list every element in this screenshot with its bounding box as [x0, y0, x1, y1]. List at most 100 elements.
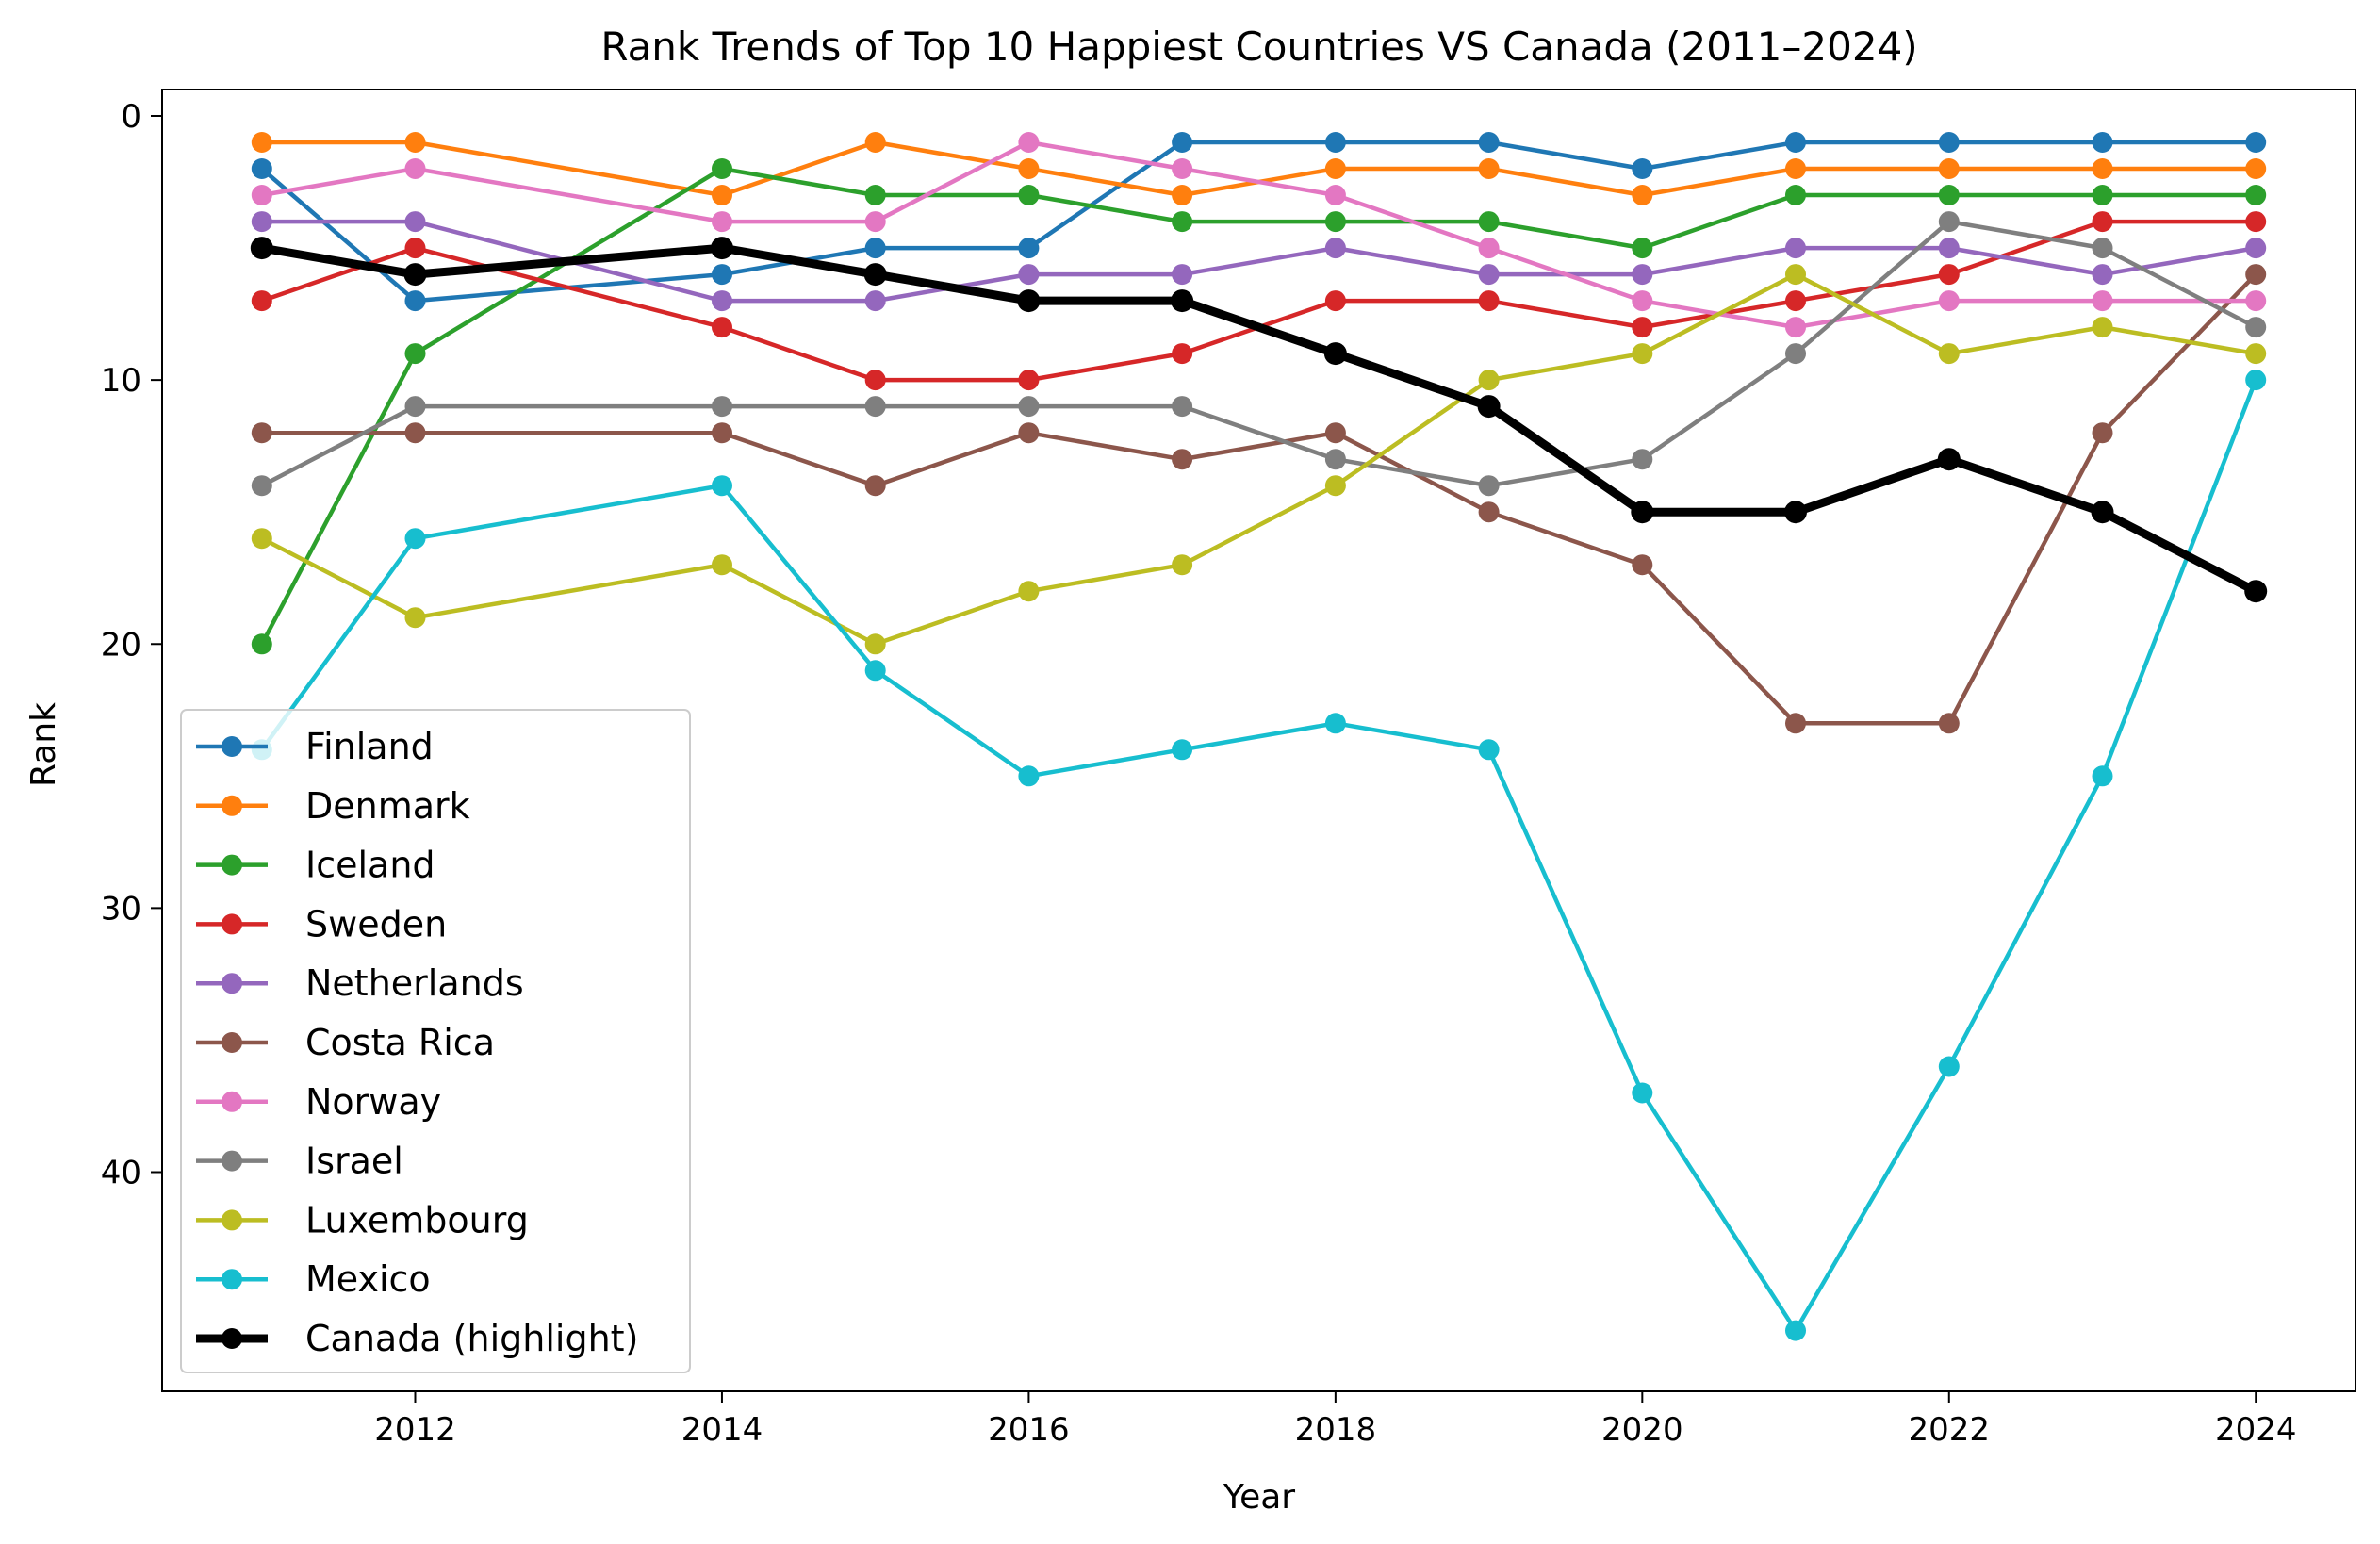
legend-item-iceland: Iceland	[196, 845, 435, 886]
legend-item-canada-highlight: Canada (highlight)	[196, 1318, 638, 1359]
data-point-canada-highlight	[1171, 289, 1194, 313]
data-point-norway	[1018, 132, 1040, 153]
data-point-sweden	[1324, 290, 1346, 312]
data-point-costa-rica	[251, 422, 272, 444]
legend-swatch-marker	[222, 1091, 242, 1112]
data-point-sweden	[1938, 264, 1960, 286]
legend-swatch-marker	[222, 1209, 242, 1231]
series-mexico	[251, 370, 2267, 1341]
data-point-israel	[2245, 317, 2267, 338]
data-point-finland	[2092, 132, 2113, 153]
data-point-costa-rica	[1785, 713, 1806, 734]
data-point-canada-highlight	[1323, 342, 1347, 366]
data-point-iceland	[1018, 185, 1040, 205]
data-point-luxembourg	[1172, 554, 1193, 576]
data-point-denmark	[712, 185, 732, 205]
data-point-luxembourg	[2092, 317, 2113, 338]
data-point-netherlands	[1172, 264, 1193, 286]
data-point-costa-rica	[1018, 422, 1040, 444]
data-point-costa-rica	[1172, 449, 1193, 470]
legend-swatch-marker	[222, 1150, 242, 1172]
data-point-finland	[712, 264, 732, 286]
x-tick-label: 2022	[1909, 1411, 1991, 1449]
data-point-denmark	[251, 132, 272, 153]
legend-item-costa-rica: Costa Rica	[196, 1022, 495, 1063]
data-point-sweden	[712, 317, 732, 338]
data-point-israel	[1018, 396, 1040, 418]
chart-title: Rank Trends of Top 10 Happiest Countries…	[600, 24, 1917, 70]
data-point-netherlands	[251, 211, 272, 233]
data-point-sweden	[404, 238, 426, 259]
legend-label: Finland	[305, 726, 434, 767]
data-point-canada-highlight	[250, 237, 273, 260]
data-point-israel	[2092, 238, 2113, 259]
data-point-denmark	[1478, 158, 1500, 179]
data-point-costa-rica	[712, 422, 732, 444]
y-tick-label: 10	[101, 362, 141, 400]
data-point-netherlands	[1478, 264, 1500, 286]
data-point-iceland	[404, 343, 426, 365]
data-point-mexico	[712, 475, 732, 497]
data-point-denmark	[404, 132, 426, 153]
legend-swatch-marker	[222, 736, 242, 757]
data-point-iceland	[2245, 185, 2267, 205]
data-point-sweden	[2245, 211, 2267, 233]
legend-item-finland: Finland	[196, 726, 434, 767]
series-israel	[251, 211, 2267, 497]
axes: 2012 2014 2016 2018 2020 2022 2024 0 10 20 30 40	[101, 98, 2297, 1449]
y-tick-label: 30	[101, 890, 141, 928]
legend-item-mexico: Mexico	[196, 1258, 431, 1300]
data-point-luxembourg	[1938, 343, 1960, 365]
legend-label: Iceland	[305, 845, 435, 886]
legend-label: Norway	[305, 1081, 441, 1123]
data-point-costa-rica	[1478, 501, 1500, 523]
x-tick-label: 2014	[681, 1411, 763, 1449]
data-point-canada-highlight	[2244, 580, 2268, 603]
data-point-mexico	[1324, 713, 1346, 734]
data-point-costa-rica	[1632, 554, 1653, 576]
data-point-sweden	[1785, 290, 1806, 312]
data-point-luxembourg	[404, 607, 426, 629]
data-point-israel	[712, 396, 732, 418]
data-point-mexico	[2092, 765, 2113, 787]
x-tick-label: 2012	[374, 1411, 456, 1449]
data-point-luxembourg	[1478, 370, 1500, 391]
plot-area	[250, 132, 2268, 1341]
data-point-netherlands	[1018, 264, 1040, 286]
data-point-netherlands	[2245, 238, 2267, 259]
data-point-sweden	[2092, 211, 2113, 233]
y-tick-label: 0	[121, 98, 141, 136]
data-point-sweden	[1478, 290, 1500, 312]
data-point-mexico	[1785, 1320, 1806, 1341]
data-point-denmark	[1938, 158, 1960, 179]
data-point-norway	[2245, 290, 2267, 312]
data-point-israel	[1478, 475, 1500, 497]
legend-swatch-marker	[222, 1328, 242, 1349]
series-norway	[251, 132, 2267, 338]
data-point-costa-rica	[1938, 713, 1960, 734]
data-point-iceland	[1478, 211, 1500, 233]
data-point-netherlands	[1324, 238, 1346, 259]
data-point-denmark	[1172, 185, 1193, 205]
data-point-iceland	[1172, 211, 1193, 233]
data-point-mexico	[404, 528, 426, 550]
data-point-sweden	[1018, 370, 1040, 391]
data-point-costa-rica	[2245, 264, 2267, 286]
data-point-mexico	[1478, 739, 1500, 761]
data-point-netherlands	[404, 211, 426, 233]
legend-label: Israel	[305, 1141, 403, 1182]
data-point-canada-highlight	[1477, 395, 1501, 419]
data-point-iceland	[2092, 185, 2113, 205]
plot-frame	[161, 89, 2356, 1392]
series-luxembourg	[251, 264, 2267, 655]
data-point-finland	[404, 290, 426, 312]
x-axis-label: Year	[1223, 1478, 1295, 1517]
y-tick-label: 20	[101, 626, 141, 664]
data-point-denmark	[1324, 158, 1346, 179]
data-point-finland	[1324, 132, 1346, 153]
data-point-canada-highlight	[1017, 289, 1041, 313]
data-point-norway	[1324, 185, 1346, 205]
data-point-netherlands	[864, 290, 886, 312]
series-sweden	[251, 211, 2267, 391]
